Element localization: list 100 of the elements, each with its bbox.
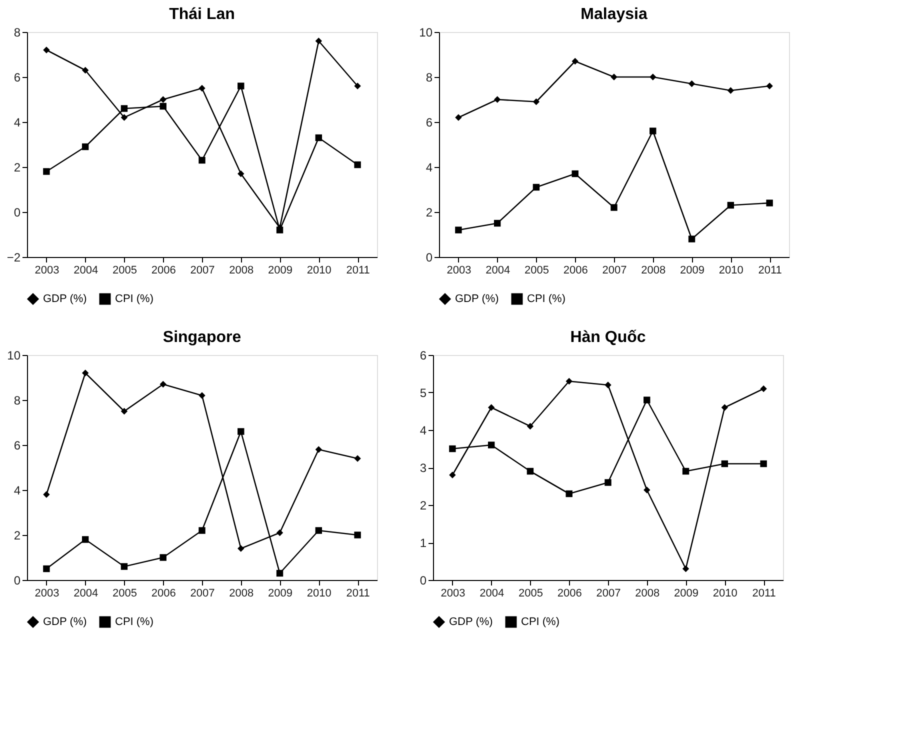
chart-title: Singapore <box>162 329 242 346</box>
x-tick-label: 2004 <box>74 588 98 600</box>
x-tick-label: 2007 <box>596 588 621 600</box>
point <box>276 570 284 577</box>
x-tick-label: 2011 <box>346 588 370 600</box>
point <box>354 532 361 538</box>
x-tick-label: 2008 <box>641 264 666 276</box>
point <box>766 82 773 90</box>
x-tick-label: 2009 <box>268 264 293 276</box>
point <box>766 200 773 206</box>
point <box>526 468 534 475</box>
point <box>644 486 650 494</box>
point <box>43 168 50 175</box>
y-tick-label: 0 <box>14 574 21 588</box>
x-tick-label: 2003 <box>446 264 472 276</box>
point <box>566 490 572 498</box>
point <box>160 380 166 388</box>
y-tick-label: −2 <box>6 250 21 264</box>
y-tick-label: 3 <box>420 461 427 475</box>
y-tick-label: 0 <box>426 250 433 264</box>
point <box>315 38 322 44</box>
x-tick-label: 2008 <box>635 588 660 600</box>
y-tick-label: 2 <box>426 206 433 220</box>
x-tick-label: 2010 <box>712 588 738 600</box>
point <box>43 565 50 572</box>
x-tick-label: 2009 <box>680 264 705 276</box>
point <box>572 58 578 65</box>
point <box>688 236 696 242</box>
point <box>532 98 540 106</box>
point <box>610 74 618 80</box>
legend-label: CPI (%) <box>115 616 154 628</box>
point <box>494 96 501 103</box>
x-tick-label: 2007 <box>190 264 215 276</box>
y-tick-label: 6 <box>14 438 21 452</box>
y-tick-label: 8 <box>426 70 433 84</box>
point <box>276 529 284 536</box>
point <box>198 527 206 534</box>
chart-title: Thái Lan <box>169 6 235 23</box>
point <box>160 96 166 103</box>
point <box>354 82 361 90</box>
point <box>160 554 166 561</box>
point <box>727 202 734 209</box>
x-tick-label: 2009 <box>268 588 293 600</box>
point <box>238 428 244 435</box>
point <box>760 460 767 468</box>
point <box>721 404 728 411</box>
x-tick-label: 2005 <box>112 588 137 600</box>
x-tick-label: 2005 <box>518 588 543 600</box>
point <box>120 105 128 112</box>
y-tick-label: 5 <box>420 386 427 400</box>
point <box>43 491 50 498</box>
point <box>315 527 322 534</box>
x-tick-label: 2004 <box>486 264 510 276</box>
y-tick-label: 10 <box>7 348 21 362</box>
point <box>120 408 128 415</box>
y-tick-label: 4 <box>420 424 427 438</box>
x-tick-label: 2011 <box>758 264 782 276</box>
point <box>449 472 456 478</box>
y-tick-label: 0 <box>420 574 427 588</box>
y-tick-label: 2 <box>14 160 21 174</box>
x-tick-label: 2011 <box>346 264 370 276</box>
y-tick-label: 8 <box>14 394 21 408</box>
x-tick-label: 2003 <box>34 264 60 276</box>
legend-label: GDP (%) <box>43 293 87 305</box>
point <box>566 378 572 385</box>
y-tick-label: 8 <box>14 26 21 40</box>
legend-label: GDP (%) <box>43 616 87 628</box>
x-tick-label: 2006 <box>151 264 176 276</box>
point <box>238 82 244 90</box>
legend-label: GDP (%) <box>455 293 499 305</box>
legend-label: CPI (%) <box>115 293 154 305</box>
point <box>82 370 89 376</box>
point <box>120 114 128 121</box>
point <box>604 479 612 486</box>
point <box>532 184 540 191</box>
y-tick-label: 10 <box>419 26 433 40</box>
point <box>82 66 89 74</box>
point <box>572 170 578 178</box>
x-tick-label: 2005 <box>112 264 137 276</box>
point <box>455 114 462 121</box>
point <box>354 161 361 168</box>
point <box>315 446 322 453</box>
x-tick-label: 2004 <box>480 588 504 600</box>
x-tick-label: 2008 <box>229 588 254 600</box>
point <box>682 468 690 475</box>
y-tick-label: 4 <box>14 116 21 130</box>
point <box>238 170 244 178</box>
point <box>198 156 206 164</box>
point <box>760 385 767 392</box>
point <box>315 134 322 142</box>
point <box>682 565 690 572</box>
y-tick-label: 6 <box>420 348 427 362</box>
y-tick-label: 2 <box>14 528 21 542</box>
x-tick-label: 2011 <box>752 588 776 600</box>
point <box>449 445 456 452</box>
legend-label: GDP (%) <box>449 616 493 628</box>
point <box>644 396 650 404</box>
x-tick-label: 2010 <box>306 588 332 600</box>
point <box>43 46 50 54</box>
y-tick-label: 4 <box>14 484 21 498</box>
